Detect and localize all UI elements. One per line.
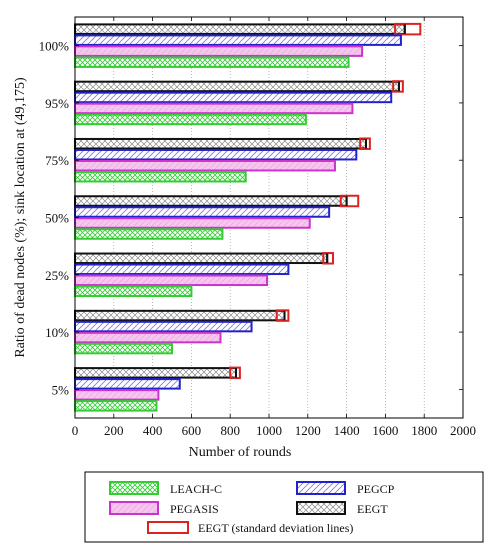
bar-eegt-5pct: [74, 367, 238, 379]
bar-leach-c-25pct: [74, 285, 193, 298]
bar-eegt-75pct: [74, 137, 367, 150]
error-bar-eegt-25pct: [322, 252, 335, 265]
legend-label-pegcp: PEGCP: [357, 482, 395, 496]
legend-swatch-std-lines: [147, 521, 189, 534]
bar-pegasis-25pct: [74, 274, 269, 287]
bar-pegasis-75pct: [74, 159, 336, 172]
x-tick-label: 1400: [334, 423, 360, 438]
x-tick-label: 2000: [450, 423, 476, 438]
bar-pegasis-50pct: [74, 217, 311, 229]
bar-eegt-50pct: [74, 195, 348, 207]
bar-pegcp-5pct: [74, 378, 181, 390]
bar-pegasis-95pct: [74, 102, 354, 115]
bar-pegcp-25pct: [74, 263, 290, 276]
bar-pegcp-10pct: [74, 320, 253, 333]
bar-pegcp-100pct: [74, 34, 402, 46]
x-tick-label: 1800: [411, 423, 437, 438]
legend-label-std-lines: EEGT (standard deviation lines): [198, 521, 353, 535]
error-bar-eegt-5pct: [229, 366, 241, 380]
bar-eegt-25pct: [74, 252, 329, 265]
bar-eegt-95pct: [74, 80, 400, 93]
bar-eegt-100pct: [74, 23, 406, 35]
y-tick-label: 100%: [39, 39, 70, 54]
bar-pegcp-50pct: [74, 206, 331, 218]
bar-pegasis-100pct: [74, 45, 364, 57]
axes-layer: 5% 10% 25% 50% 75% 95% 100% 0 200 400 600 800 1000 12…: [39, 16, 476, 438]
error-bar-eegt-10pct: [275, 309, 290, 322]
legend-swatch-pegasis: [109, 501, 159, 515]
legend-swatch-eegt: [296, 501, 346, 515]
bar-leach-c-75pct: [74, 170, 247, 183]
x-tick-label: 400: [143, 423, 163, 438]
x-tick-label: 200: [104, 423, 124, 438]
error-bar-eegt-50pct: [339, 194, 360, 208]
legend-label-eegt: EEGT: [357, 502, 388, 516]
y-tick-label: 75%: [45, 153, 69, 168]
legend-label-leach-c: LEACH-C: [170, 482, 222, 496]
legend-label-pegasis: PEGASIS: [170, 502, 219, 516]
legend-swatch-leach-c: [109, 481, 159, 495]
error-bar-eegt-100pct: [394, 22, 422, 36]
x-tick-label: 1000: [256, 423, 282, 438]
error-bar-eegt-95pct: [392, 80, 404, 93]
x-tick-label: 1200: [295, 423, 321, 438]
bar-leach-c-5pct: [74, 400, 158, 412]
x-axis-label: Number of rounds: [189, 445, 292, 460]
y-tick-label: 5%: [52, 382, 70, 397]
y-tick-label: 95%: [45, 96, 69, 111]
x-tick-label: 0: [72, 423, 79, 438]
x-tick-label: 1600: [372, 423, 398, 438]
bar-leach-c-50pct: [74, 228, 224, 240]
x-tick-label: 600: [182, 423, 202, 438]
bar-leach-c-100pct: [74, 56, 350, 68]
bar-leach-c-10pct: [74, 342, 173, 355]
bar-pegasis-5pct: [74, 389, 160, 401]
y-axis-label: Ratio of dead nodes (%); sink location a…: [13, 77, 28, 358]
bar-pegcp-75pct: [74, 148, 358, 161]
bar-eegt-10pct: [74, 309, 286, 322]
bars-layer: [74, 22, 422, 412]
x-tick-label: 800: [220, 423, 240, 438]
bar-pegcp-95pct: [74, 91, 393, 104]
error-bar-eegt-75pct: [359, 137, 371, 150]
y-tick-label: 25%: [45, 268, 69, 283]
bar-pegasis-10pct: [74, 331, 222, 344]
bar-leach-c-95pct: [74, 113, 307, 126]
y-tick-label: 10%: [45, 325, 69, 340]
legend-swatch-pegcp: [296, 481, 346, 495]
legend: LEACH-C PEGCP PEGASIS EEGT EEGT (standard de…: [84, 471, 484, 543]
y-tick-label: 50%: [45, 211, 69, 226]
